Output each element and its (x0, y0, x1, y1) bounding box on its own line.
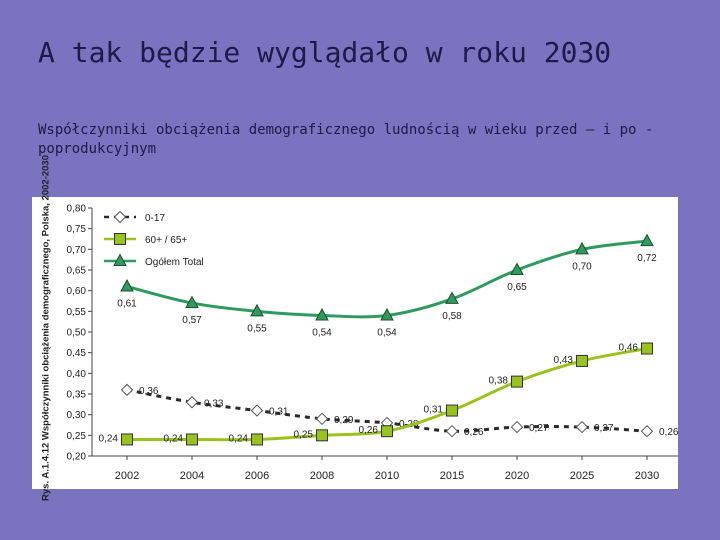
data-label-2-4: 0,25 (294, 429, 314, 440)
y-tick-label: 0,40 (67, 369, 87, 380)
x-tick-label: 2015 (440, 470, 464, 482)
line-chart: 0,20 0,25 0,30 0,35 0,40 0,45 0,50 0,55 0,60 0,65… (67, 204, 678, 482)
data-label-2-3: 0,24 (229, 433, 249, 444)
y-tick-label: 0,50 (67, 328, 87, 339)
legend-marker-2 (114, 233, 126, 245)
data-point-2-3 (251, 433, 263, 446)
data-label-1-8: 0,27 (594, 423, 614, 434)
data-label-1-7: 0,27 (529, 423, 549, 434)
data-label-3-7: 0,65 (507, 282, 527, 293)
y-tick-label: 0,30 (67, 410, 87, 421)
data-label-1-3: 0,31 (269, 407, 289, 418)
slide-subtitle: Współczynniki obciążenia demograficznego… (38, 122, 654, 157)
data-label-2-2: 0,24 (164, 433, 184, 444)
x-tick-label: 2030 (635, 470, 659, 482)
data-label-2-1: 0,24 (99, 433, 119, 444)
data-label-1-4: 0,29 (334, 415, 354, 426)
x-tick-label: 2020 (505, 470, 529, 482)
y-tick-label: 0,35 (67, 390, 87, 401)
data-label-3-3: 0,55 (247, 323, 267, 334)
x-tick-label: 2008 (310, 470, 334, 482)
data-point-2-2 (186, 433, 198, 446)
y-tick-label: 0,45 (67, 348, 87, 359)
data-point-2-4 (316, 429, 328, 442)
data-label-2-9: 0,46 (619, 343, 639, 354)
data-label-1-6: 0,26 (464, 427, 484, 438)
data-point-2-6 (446, 404, 458, 417)
data-point-1-6 (445, 424, 459, 438)
legend-marker-1 (113, 210, 127, 224)
data-point-2-1 (121, 433, 133, 446)
y-tick-label: 0,70 (67, 245, 87, 256)
data-point-1-1 (120, 383, 134, 397)
data-point-1-9 (640, 424, 654, 438)
legend-label-3: Ogółem Total (145, 257, 204, 268)
data-label-1-1: 0,36 (139, 386, 159, 397)
x-tick-label: 2025 (570, 470, 594, 482)
data-label-3-8: 0,70 (572, 261, 592, 272)
data-point-3-8 (575, 241, 589, 255)
chart-panel: 0,20 0,25 0,30 0,35 0,40 0,45 0,50 0,55 0,60 0,65… (32, 197, 678, 489)
data-point-1-8 (575, 420, 589, 434)
y-axis-title: Rys. A.1.4.12 Współczynniki obciążenia d… (35, 155, 57, 501)
data-label-3-6: 0,58 (442, 311, 462, 322)
data-label-2-6: 0,31 (424, 405, 444, 416)
data-label-2-7: 0,38 (489, 376, 509, 387)
y-tick-label: 0,80 (67, 204, 87, 215)
data-point-3-2 (185, 295, 199, 309)
legend-label-2: 60+ / 65+ (145, 235, 187, 246)
data-point-3-4 (315, 307, 329, 321)
data-point-3-9 (640, 233, 654, 247)
y-tick-label: 0,60 (67, 286, 87, 297)
data-label-3-5: 0,54 (377, 327, 397, 338)
y-tick-label: 0,65 (67, 266, 87, 277)
y-tick-label: 0,55 (67, 307, 87, 318)
data-point-3-1 (120, 278, 134, 292)
data-point-3-7 (510, 262, 524, 275)
y-axis-title-text: Rys. A.1.4.12 Współczynniki obciążenia d… (40, 154, 52, 502)
data-point-3-6 (445, 291, 459, 304)
data-point-2-9 (641, 342, 653, 355)
legend-label-1: 0-17 (145, 213, 165, 224)
data-point-1-4 (315, 412, 329, 426)
data-label-3-1: 0,61 (117, 299, 137, 310)
data-label-3-2: 0,57 (182, 315, 202, 326)
data-point-2-5 (381, 425, 393, 438)
data-label-1-9: 0,26 (659, 427, 678, 438)
y-tick-label: 0,75 (67, 224, 87, 235)
data-point-3-3 (250, 303, 264, 317)
data-label-3-9: 0,72 (637, 253, 657, 264)
data-label-2-5: 0,26 (359, 425, 379, 436)
data-point-1-7 (510, 420, 524, 434)
data-point-1-3 (250, 404, 264, 417)
data-label-3-4: 0,54 (312, 327, 332, 338)
x-tick-label: 2010 (375, 470, 399, 482)
x-tick-label: 2002 (115, 470, 139, 482)
data-point-2-7 (511, 375, 523, 388)
data-point-3-5 (380, 307, 394, 321)
series-line-3 (126, 239, 648, 319)
slide-title: A tak będzie wyglądało w roku 2030 (38, 36, 612, 69)
data-point-2-8 (576, 354, 588, 367)
y-tick-label: 0,25 (67, 431, 87, 442)
data-label-2-8: 0,43 (554, 355, 574, 366)
data-label-1-2: 0,33 (204, 398, 224, 409)
x-tick-label: 2006 (245, 470, 269, 482)
data-point-1-2 (185, 396, 199, 409)
x-tick-label: 2004 (180, 470, 204, 482)
y-tick-label: 0,20 (67, 452, 87, 463)
legend-marker-3 (113, 253, 127, 266)
